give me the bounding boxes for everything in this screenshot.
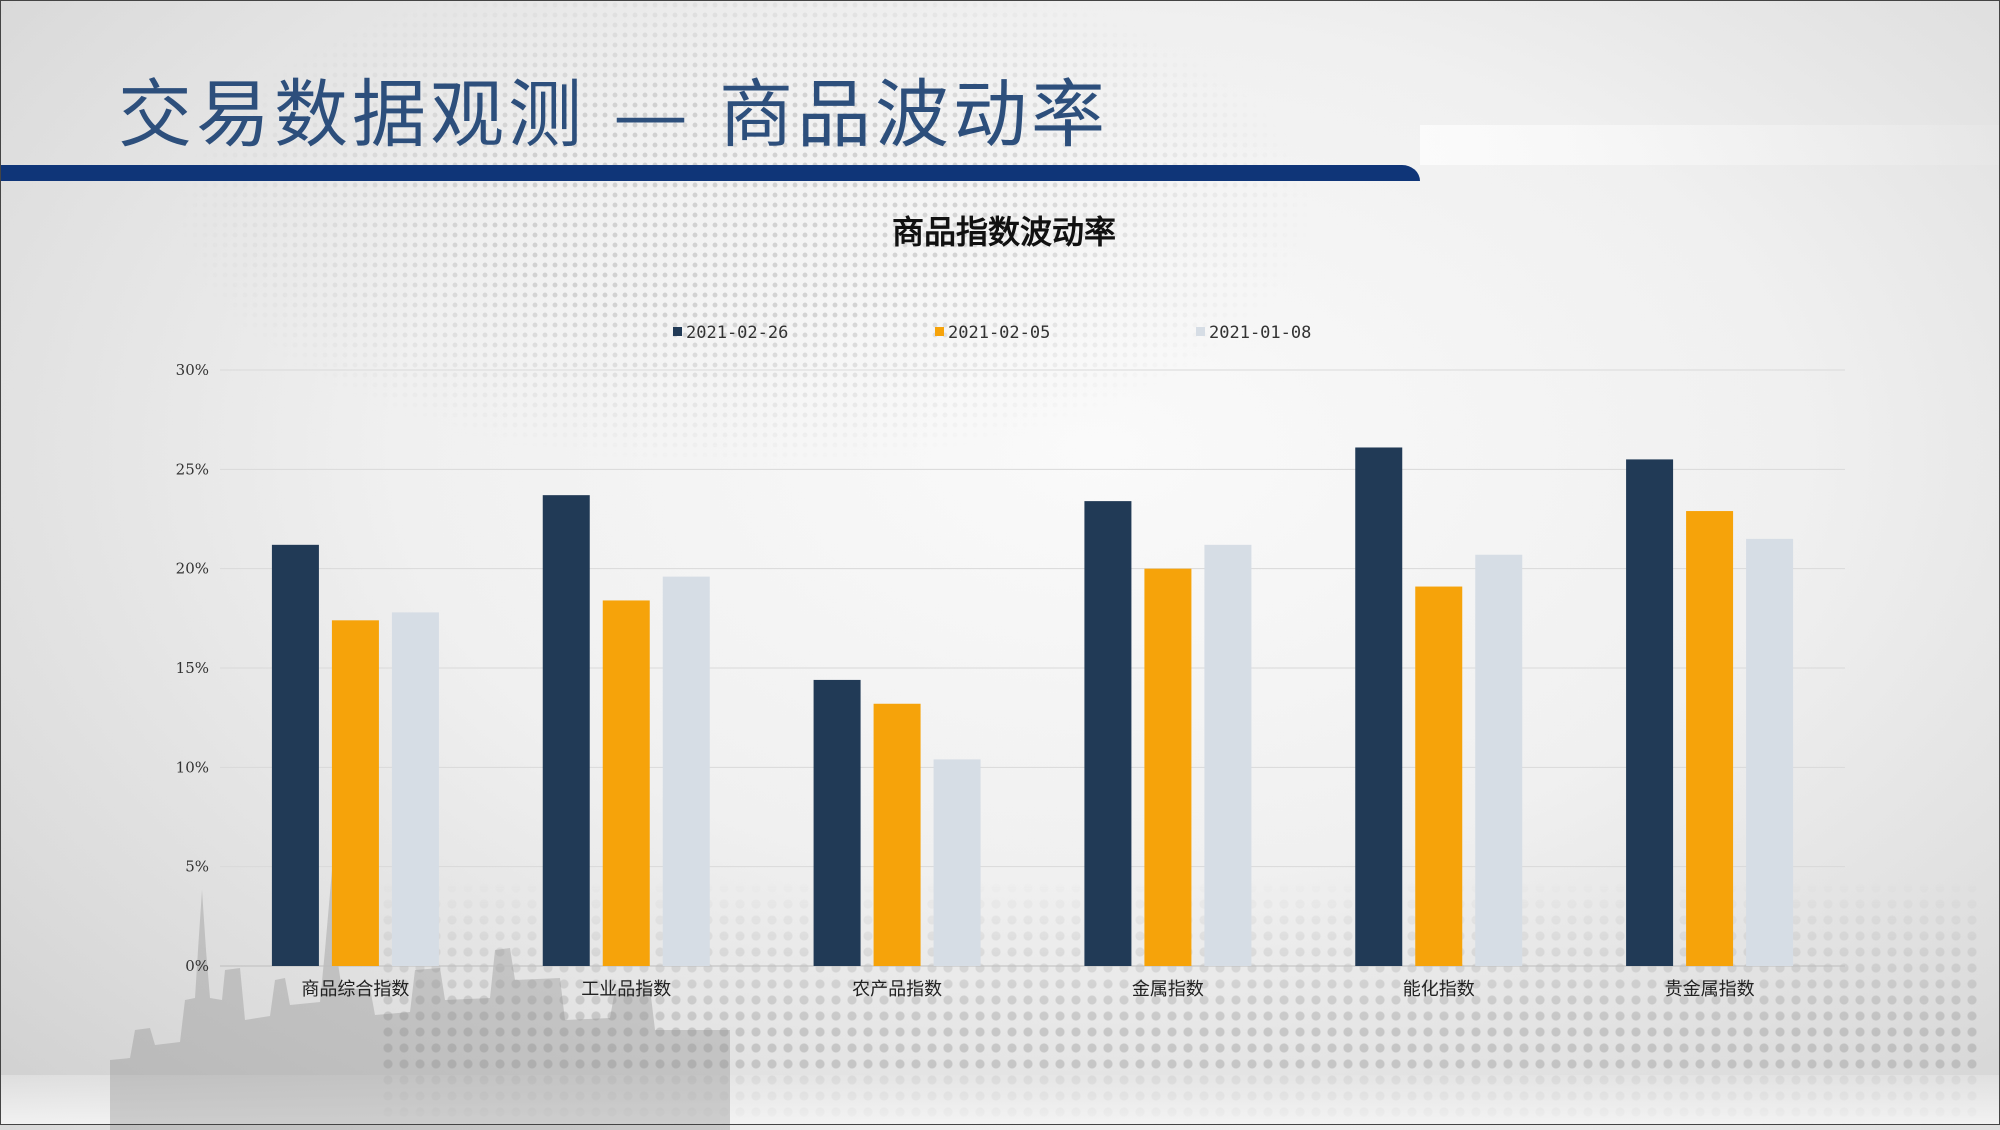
bar <box>602 600 650 966</box>
y-tick-label: 5% <box>185 858 209 876</box>
y-tick-label: 15% <box>176 659 209 677</box>
bar <box>873 703 921 966</box>
legend-item: 2021-02-26 <box>673 323 788 343</box>
bar <box>813 679 861 966</box>
bar <box>1415 586 1463 966</box>
x-axis-categories: 商品综合指数 工业品指数 农产品指数 金属指数 能化指数 贵金属指数 <box>301 979 1754 1000</box>
legend-label: 2021-02-05 <box>948 323 1050 343</box>
bar <box>662 576 710 966</box>
legend-item: 2021-01-08 <box>1196 323 1311 343</box>
legend: 2021-02-26 2021-02-05 2021-01-08 <box>673 323 1311 343</box>
x-category-label: 金属指数 <box>1132 979 1204 1000</box>
skyline-decoration <box>110 870 730 1130</box>
y-tick-label: 10% <box>176 758 209 776</box>
bar <box>1686 511 1734 966</box>
bar <box>1084 501 1132 966</box>
x-category-label: 能化指数 <box>1403 979 1475 1000</box>
y-tick-label: 25% <box>176 460 209 478</box>
bar <box>1475 554 1523 966</box>
legend-swatch <box>673 327 682 336</box>
header-bar <box>0 165 1420 181</box>
bar <box>933 759 981 966</box>
page-title: 交易数据观测 — 商品波动率 <box>118 72 1110 158</box>
chart-title: 商品指数波动率 <box>892 213 1116 251</box>
world-map-dots-decoration <box>170 0 1320 470</box>
y-tick-label: 20% <box>176 560 209 578</box>
bar <box>271 544 319 966</box>
x-category-label: 商品综合指数 <box>301 979 409 1000</box>
y-axis-ticks: 0% 5% 10% 15% 20% 25% 30% <box>176 361 209 975</box>
bars-layer <box>271 447 1794 967</box>
bar <box>1355 447 1403 967</box>
legend-label: 2021-02-26 <box>686 323 788 343</box>
x-category-label: 工业品指数 <box>581 979 671 1000</box>
bar <box>1204 544 1252 966</box>
legend-label: 2021-01-08 <box>1209 323 1311 343</box>
bar <box>391 612 439 966</box>
x-category-label: 贵金属指数 <box>1665 979 1755 1000</box>
legend-swatch <box>1196 327 1205 336</box>
x-category-label: 农产品指数 <box>852 979 942 1000</box>
y-tick-label: 30% <box>176 361 209 379</box>
bottom-band-decoration <box>0 1075 2000 1125</box>
bar <box>1144 568 1192 966</box>
legend-swatch <box>935 327 944 336</box>
legend-item: 2021-02-05 <box>935 323 1050 343</box>
bar <box>331 620 379 966</box>
bar <box>542 495 590 966</box>
header-right-decoration <box>1420 125 2000 165</box>
bar <box>1626 459 1674 966</box>
grid-layer <box>220 369 1845 967</box>
bar <box>1746 538 1794 966</box>
y-tick-label: 0% <box>185 957 209 975</box>
